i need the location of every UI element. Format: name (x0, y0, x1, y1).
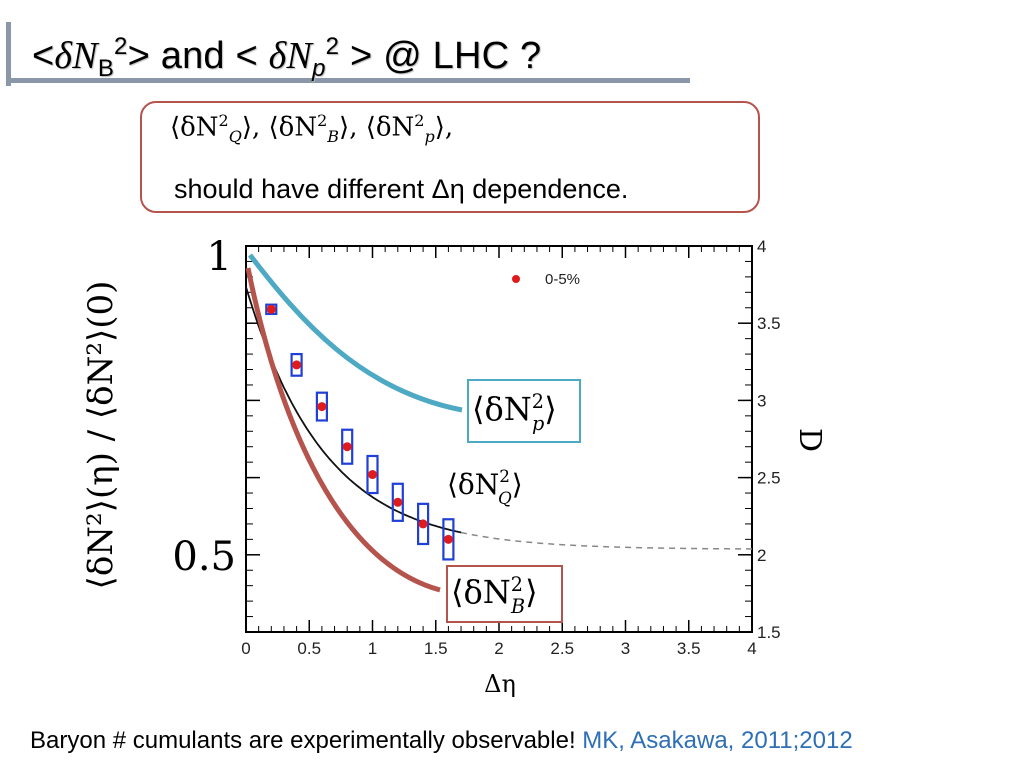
legend-marker (512, 275, 520, 283)
data-point (317, 402, 327, 412)
y-right-tick-label: 1.5 (757, 623, 781, 642)
y-right-tick-label: 3.5 (757, 314, 781, 333)
x-tick-label: 1 (368, 639, 377, 658)
annotation-label-b: ⟨δN2 B⟩ (451, 573, 538, 618)
y-right-tick-label: 3 (757, 391, 766, 410)
x-tick-label: 3.5 (677, 639, 701, 658)
data-point (342, 442, 352, 452)
data-point (418, 519, 428, 529)
error-box (290, 352, 303, 377)
callout-formula: ⟨δN2Q⟩, ⟨δN2B⟩, ⟨δN2p⟩, (170, 111, 454, 146)
error-box (315, 391, 328, 422)
footer-statement: Baryon # cumulants are experimentally ob… (30, 727, 583, 754)
slide-title: <δNB2> and < δNp2 > @ LHC ? (32, 33, 542, 82)
annotation-box-p (467, 379, 581, 443)
x-tick-label: 0.5 (297, 639, 321, 658)
x-tick-label: 4 (747, 639, 756, 658)
curve-p (248, 253, 463, 413)
error-box (391, 482, 404, 522)
y-right-tick-label: 4 (757, 237, 766, 256)
annotation-label-q: ⟨δN2 Q⟩ (447, 466, 523, 508)
fit-extrapolation-curve (460, 531, 753, 550)
data-point (368, 470, 377, 480)
legend-label: 0-5% (545, 271, 580, 288)
data-point (292, 360, 302, 370)
data-point (393, 497, 403, 507)
error-box (265, 303, 278, 316)
annotation-box-b (446, 565, 563, 623)
title-accent-underline (6, 78, 690, 83)
error-box (366, 454, 379, 495)
x-tick-label: 2 (494, 639, 503, 658)
y-left-axis-label: ⟨δN²⟩(η) / ⟨δN²⟩(0) (81, 281, 121, 590)
y-right-axis-label: D (792, 428, 827, 452)
y-left-tick-label: 0.5 (172, 534, 236, 580)
y-right-tick-label: 2.5 (757, 469, 781, 488)
footer-reference: MK, Asakawa, 2011;2012 (582, 727, 853, 754)
x-tick-label: 1.5 (424, 639, 448, 658)
x-axis-label: Δη (484, 670, 516, 698)
title-accent-vertical (6, 22, 11, 86)
error-box (417, 502, 430, 546)
annotation-label-p: ⟨δN2 p⟩ (472, 390, 557, 435)
callout-box: ⟨δN2Q⟩, ⟨δN2B⟩, ⟨δN2p⟩, should have diff… (140, 101, 760, 213)
curve-b (245, 267, 441, 593)
x-tick-label: 0 (241, 639, 250, 658)
y-right-tick-label: 2 (757, 546, 766, 565)
error-box (442, 518, 455, 561)
data-point (443, 534, 453, 544)
footer-text: Baryon # cumulants are experimentally ob… (30, 727, 853, 755)
error-box (341, 428, 354, 465)
callout-text: should have different Δη dependence. (174, 174, 629, 204)
y-left-tick-label: 1 (207, 234, 232, 280)
fit-curve-q (245, 286, 462, 534)
x-tick-label: 2.5 (550, 639, 574, 658)
x-tick-label: 3 (621, 639, 630, 658)
data-point (266, 304, 276, 314)
